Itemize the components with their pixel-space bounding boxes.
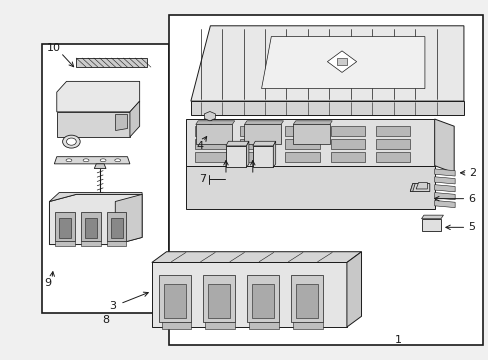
Polygon shape bbox=[94, 164, 106, 168]
Polygon shape bbox=[434, 169, 454, 176]
Bar bbox=[251, 284, 273, 318]
Bar bbox=[290, 275, 322, 321]
Bar bbox=[194, 139, 228, 149]
Polygon shape bbox=[421, 215, 443, 219]
Bar bbox=[203, 275, 234, 321]
Ellipse shape bbox=[66, 159, 72, 162]
Polygon shape bbox=[273, 141, 275, 167]
Bar bbox=[244, 125, 281, 144]
Bar bbox=[330, 126, 364, 136]
Polygon shape bbox=[130, 101, 140, 137]
Bar bbox=[163, 284, 185, 318]
Bar bbox=[168, 15, 483, 345]
Bar bbox=[375, 126, 409, 136]
Bar bbox=[195, 125, 232, 144]
Text: 3: 3 bbox=[109, 301, 116, 311]
Text: 10: 10 bbox=[46, 43, 60, 53]
Polygon shape bbox=[261, 37, 424, 89]
Polygon shape bbox=[409, 184, 414, 192]
Bar bbox=[421, 219, 440, 231]
Polygon shape bbox=[107, 241, 126, 246]
Text: 9: 9 bbox=[44, 278, 51, 288]
Bar bbox=[240, 139, 274, 149]
Polygon shape bbox=[55, 241, 75, 246]
Circle shape bbox=[66, 138, 76, 145]
Polygon shape bbox=[434, 177, 454, 184]
Polygon shape bbox=[152, 252, 361, 262]
Polygon shape bbox=[415, 183, 427, 189]
Bar bbox=[85, 219, 97, 238]
Text: 5: 5 bbox=[467, 222, 474, 232]
Polygon shape bbox=[185, 119, 434, 166]
Polygon shape bbox=[225, 146, 246, 167]
Circle shape bbox=[62, 135, 80, 148]
Polygon shape bbox=[190, 26, 463, 101]
Polygon shape bbox=[152, 262, 346, 327]
Text: 7: 7 bbox=[199, 174, 206, 184]
Polygon shape bbox=[409, 184, 429, 192]
Bar bbox=[55, 212, 75, 241]
Polygon shape bbox=[434, 201, 454, 208]
Bar bbox=[76, 58, 147, 67]
Polygon shape bbox=[57, 112, 130, 137]
Bar bbox=[285, 139, 319, 149]
Bar bbox=[285, 152, 319, 162]
Bar bbox=[246, 275, 278, 321]
Polygon shape bbox=[246, 141, 248, 167]
Polygon shape bbox=[346, 252, 361, 327]
Polygon shape bbox=[293, 321, 322, 329]
Bar bbox=[295, 284, 317, 318]
Polygon shape bbox=[293, 121, 331, 125]
Polygon shape bbox=[225, 141, 248, 146]
Polygon shape bbox=[161, 321, 190, 329]
Text: 4: 4 bbox=[196, 141, 203, 151]
Bar bbox=[330, 152, 364, 162]
Bar bbox=[207, 284, 229, 318]
Polygon shape bbox=[54, 157, 130, 164]
Polygon shape bbox=[195, 121, 234, 125]
Text: 6: 6 bbox=[467, 194, 474, 204]
Bar bbox=[111, 219, 122, 238]
Bar bbox=[159, 275, 190, 321]
Polygon shape bbox=[244, 121, 283, 125]
Ellipse shape bbox=[83, 159, 89, 162]
Polygon shape bbox=[205, 321, 234, 329]
Bar bbox=[81, 212, 101, 241]
Bar bbox=[240, 126, 274, 136]
Polygon shape bbox=[49, 194, 142, 244]
Polygon shape bbox=[434, 185, 454, 192]
Polygon shape bbox=[49, 193, 142, 202]
Bar bbox=[42, 44, 168, 313]
Polygon shape bbox=[115, 194, 142, 244]
Polygon shape bbox=[249, 321, 278, 329]
Bar bbox=[194, 126, 228, 136]
Bar bbox=[240, 152, 274, 162]
Polygon shape bbox=[81, 241, 101, 246]
Text: 8: 8 bbox=[102, 315, 109, 325]
Polygon shape bbox=[327, 51, 356, 72]
Bar bbox=[375, 152, 409, 162]
Polygon shape bbox=[434, 119, 453, 173]
Bar bbox=[293, 125, 329, 144]
Ellipse shape bbox=[100, 159, 106, 162]
Polygon shape bbox=[252, 141, 275, 146]
Bar bbox=[336, 58, 346, 65]
Bar bbox=[59, 219, 71, 238]
Ellipse shape bbox=[115, 159, 121, 162]
Polygon shape bbox=[57, 81, 140, 112]
Text: 1: 1 bbox=[394, 334, 401, 345]
Bar bbox=[107, 212, 126, 241]
Bar bbox=[194, 152, 228, 162]
Polygon shape bbox=[115, 114, 127, 130]
Text: 2: 2 bbox=[468, 168, 475, 178]
Polygon shape bbox=[434, 193, 454, 200]
Bar bbox=[330, 139, 364, 149]
Bar bbox=[285, 126, 319, 136]
Bar bbox=[375, 139, 409, 149]
Polygon shape bbox=[190, 101, 463, 116]
Polygon shape bbox=[185, 166, 434, 209]
Polygon shape bbox=[252, 146, 273, 167]
